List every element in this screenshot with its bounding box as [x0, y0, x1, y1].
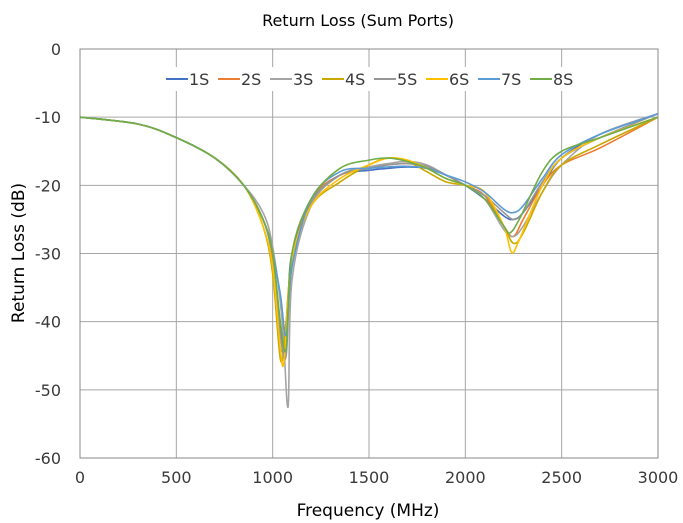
y-tick-label: -60 [35, 449, 61, 468]
x-tick-label: 1500 [349, 468, 390, 487]
chart-title: Return Loss (Sum Ports) [262, 11, 454, 30]
legend-label-1s: 1S [189, 70, 209, 89]
y-tick-label: -50 [35, 381, 61, 400]
x-tick-label: 3000 [638, 468, 679, 487]
y-tick-labels: 0 -10 -20 -30 -40 -50 -60 [35, 40, 61, 468]
grid-lines [79, 48, 659, 459]
legend-label-8s: 8S [553, 70, 573, 89]
legend-label-3s: 3S [293, 70, 313, 89]
x-axis-title: Frequency (MHz) [297, 501, 440, 521]
y-tick-label: -20 [35, 176, 61, 195]
x-tick-label: 2500 [541, 468, 582, 487]
y-tick-label: -30 [35, 245, 61, 264]
x-tick-label: 0 [75, 468, 85, 487]
x-tick-label: 2000 [445, 468, 486, 487]
x-tick-label: 500 [161, 468, 192, 487]
legend-label-5s: 5S [397, 70, 417, 89]
plot-frame [79, 48, 659, 459]
legend-label-6s: 6S [449, 70, 469, 89]
y-axis-title: Return Loss (dB) [9, 183, 29, 323]
legend: 1S 2S 3S 4S 5S 6S 7S 8S [162, 67, 580, 91]
series-line-8s [79, 116, 659, 353]
y-tick-label: -10 [35, 108, 61, 127]
legend-label-4s: 4S [345, 70, 365, 89]
legend-label-7s: 7S [501, 70, 521, 89]
series-lines [79, 113, 659, 408]
y-tick-label: -40 [35, 313, 61, 332]
x-tick-label: 1000 [252, 468, 293, 487]
x-tick-labels: 0 500 1000 1500 2000 2500 3000 [75, 468, 678, 487]
y-tick-label: 0 [51, 40, 61, 59]
legend-label-2s: 2S [241, 70, 261, 89]
